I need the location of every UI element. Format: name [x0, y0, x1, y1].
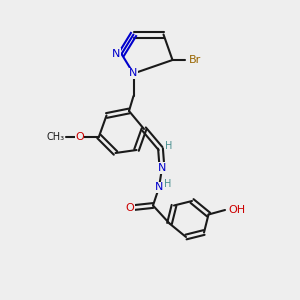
- Text: Br: Br: [189, 55, 201, 65]
- Text: N: N: [155, 182, 163, 193]
- Text: N: N: [129, 68, 138, 79]
- Text: CH₃: CH₃: [46, 131, 64, 142]
- Text: N: N: [158, 163, 166, 173]
- Text: H: H: [165, 141, 172, 151]
- Text: O: O: [125, 202, 134, 213]
- Text: N: N: [112, 49, 120, 59]
- Text: H: H: [164, 179, 172, 189]
- Text: O: O: [75, 131, 84, 142]
- Text: OH: OH: [229, 205, 246, 215]
